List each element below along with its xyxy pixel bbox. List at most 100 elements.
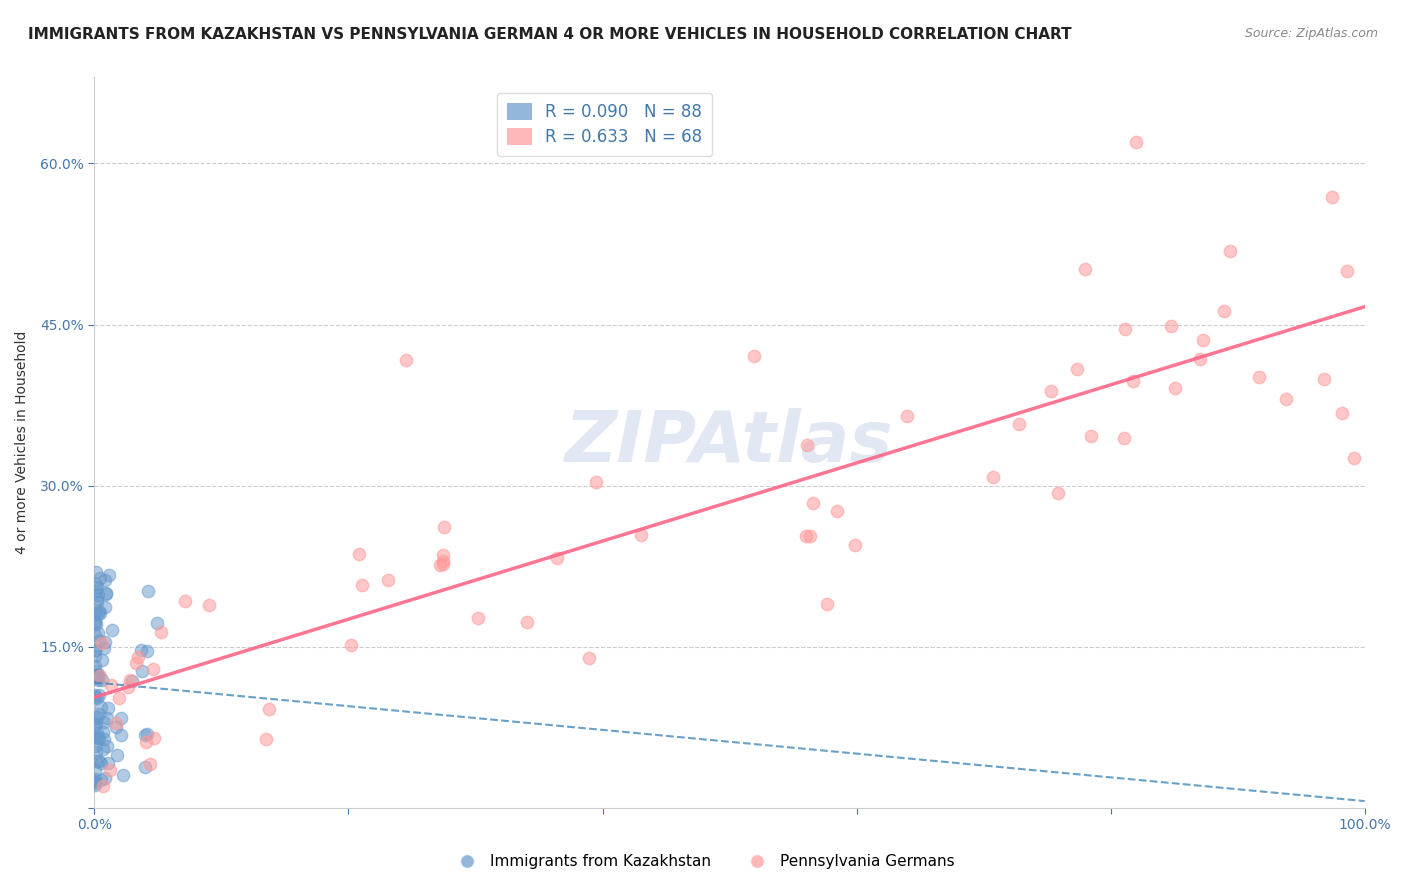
Immigrants from Kazakhstan: [86, 670, 108, 684]
Immigrants from Kazakhstan: [87, 634, 110, 648]
Immigrants from Kazakhstan: [90, 700, 112, 714]
Immigrants from Kazakhstan: [83, 688, 105, 702]
Pennsylvania Germans: [981, 469, 1004, 483]
Immigrants from Kazakhstan: [94, 771, 117, 785]
Immigrants from Kazakhstan: [84, 754, 107, 768]
Pennsylvania Germans: [142, 662, 165, 676]
Pennsylvania Germans: [339, 638, 361, 652]
Immigrants from Kazakhstan: [87, 604, 110, 618]
Immigrants from Kazakhstan: [91, 742, 114, 756]
Immigrants from Kazakhstan: [121, 674, 143, 689]
Pennsylvania Germans: [142, 731, 165, 745]
Immigrants from Kazakhstan: [86, 592, 108, 607]
Pennsylvania Germans: [1073, 262, 1095, 277]
Immigrants from Kazakhstan: [90, 756, 112, 770]
Pennsylvania Germans: [815, 597, 838, 611]
Immigrants from Kazakhstan: [110, 728, 132, 742]
Immigrants from Kazakhstan: [86, 594, 108, 608]
Immigrants from Kazakhstan: [84, 763, 107, 777]
Immigrants from Kazakhstan: [91, 652, 114, 666]
Pennsylvania Germans: [173, 593, 195, 607]
Immigrants from Kazakhstan: [135, 727, 157, 741]
Pennsylvania Germans: [89, 669, 111, 683]
Pennsylvania Germans: [630, 527, 652, 541]
Pennsylvania Germans: [896, 409, 918, 424]
Pennsylvania Germans: [546, 551, 568, 566]
Pennsylvania Germans: [139, 757, 162, 772]
Immigrants from Kazakhstan: [110, 710, 132, 724]
Immigrants from Kazakhstan: [90, 772, 112, 787]
Pennsylvania Germans: [377, 574, 399, 588]
Immigrants from Kazakhstan: [83, 690, 105, 704]
Pennsylvania Germans: [1080, 429, 1102, 443]
Immigrants from Kazakhstan: [97, 701, 120, 715]
Pennsylvania Germans: [394, 353, 416, 368]
Immigrants from Kazakhstan: [83, 739, 105, 754]
Pennsylvania Germans: [1164, 381, 1187, 395]
Pennsylvania Germans: [90, 636, 112, 650]
Immigrants from Kazakhstan: [91, 725, 114, 739]
Immigrants from Kazakhstan: [83, 648, 105, 663]
Immigrants from Kazakhstan: [87, 731, 110, 745]
Pennsylvania Germans: [844, 538, 866, 552]
Pennsylvania Germans: [1219, 244, 1241, 258]
Pennsylvania Germans: [117, 680, 139, 694]
Immigrants from Kazakhstan: [86, 726, 108, 740]
Pennsylvania Germans: [1040, 384, 1063, 399]
Pennsylvania Germans: [1125, 135, 1147, 149]
Immigrants from Kazakhstan: [84, 584, 107, 599]
Pennsylvania Germans: [1008, 417, 1031, 431]
Immigrants from Kazakhstan: [87, 673, 110, 687]
Immigrants from Kazakhstan: [87, 669, 110, 683]
Immigrants from Kazakhstan: [83, 778, 105, 792]
Pennsylvania Germans: [1213, 304, 1236, 318]
Pennsylvania Germans: [1330, 405, 1353, 419]
Immigrants from Kazakhstan: [96, 739, 118, 754]
Pennsylvania Germans: [578, 651, 600, 665]
Pennsylvania Germans: [100, 677, 122, 691]
Pennsylvania Germans: [149, 624, 172, 639]
Immigrants from Kazakhstan: [84, 643, 107, 657]
Pennsylvania Germans: [1189, 352, 1212, 367]
Pennsylvania Germans: [198, 598, 221, 612]
Pennsylvania Germans: [1336, 263, 1358, 277]
Immigrants from Kazakhstan: [84, 664, 107, 678]
Immigrants from Kazakhstan: [94, 600, 117, 615]
Immigrants from Kazakhstan: [87, 731, 110, 745]
Pennsylvania Germans: [585, 475, 607, 489]
Pennsylvania Germans: [742, 349, 765, 363]
Immigrants from Kazakhstan: [84, 776, 107, 790]
Immigrants from Kazakhstan: [93, 731, 115, 746]
Immigrants from Kazakhstan: [84, 659, 107, 673]
Immigrants from Kazakhstan: [101, 623, 124, 637]
Immigrants from Kazakhstan: [84, 745, 107, 759]
Pennsylvania Germans: [1066, 362, 1088, 376]
Immigrants from Kazakhstan: [84, 617, 107, 632]
Immigrants from Kazakhstan: [84, 565, 107, 579]
Immigrants from Kazakhstan: [136, 584, 159, 599]
Immigrants from Kazakhstan: [94, 587, 117, 601]
Immigrants from Kazakhstan: [84, 731, 107, 745]
Pennsylvania Germans: [516, 615, 538, 630]
Pennsylvania Germans: [91, 780, 114, 794]
Immigrants from Kazakhstan: [134, 728, 156, 742]
Pennsylvania Germans: [127, 650, 149, 665]
Immigrants from Kazakhstan: [94, 573, 117, 587]
Immigrants from Kazakhstan: [84, 577, 107, 591]
Immigrants from Kazakhstan: [84, 628, 107, 642]
Immigrants from Kazakhstan: [86, 580, 108, 594]
Pennsylvania Germans: [433, 520, 456, 534]
Immigrants from Kazakhstan: [89, 571, 111, 585]
Y-axis label: 4 or more Vehicles in Household: 4 or more Vehicles in Household: [15, 331, 30, 555]
Immigrants from Kazakhstan: [84, 670, 107, 684]
Text: IMMIGRANTS FROM KAZAKHSTAN VS PENNSYLVANIA GERMAN 4 OR MORE VEHICLES IN HOUSEHOL: IMMIGRANTS FROM KAZAKHSTAN VS PENNSYLVAN…: [28, 27, 1071, 42]
Pennsylvania Germans: [1046, 485, 1069, 500]
Pennsylvania Germans: [432, 549, 454, 563]
Pennsylvania Germans: [1122, 374, 1144, 388]
Immigrants from Kazakhstan: [91, 673, 114, 688]
Pennsylvania Germans: [796, 438, 818, 452]
Text: ZIPAtlas: ZIPAtlas: [565, 409, 894, 477]
Immigrants from Kazakhstan: [93, 640, 115, 655]
Immigrants from Kazakhstan: [136, 643, 159, 657]
Pennsylvania Germans: [257, 702, 280, 716]
